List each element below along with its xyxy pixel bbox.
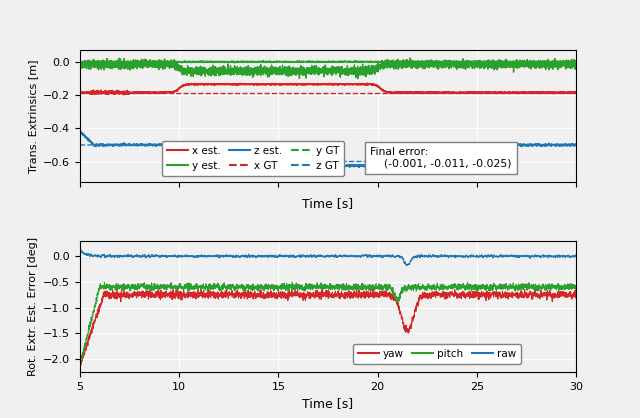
z est. (484, 143, 492, 148)
raw (266, 252, 273, 257)
y GT (548, 61, 556, 66)
y est. (399, 61, 406, 66)
yaw (374, 294, 381, 299)
y GT (76, 59, 84, 64)
raw (446, 254, 454, 259)
Line: y GT: y GT (80, 61, 576, 63)
z GT (484, 143, 492, 148)
yaw (77, 363, 84, 368)
z GT (266, 159, 273, 164)
Line: raw: raw (80, 250, 576, 265)
Legend: x est., y est., z est., x GT, y GT, z GT: x est., y est., z est., x GT, y GT, z GT (162, 141, 344, 176)
yaw (572, 293, 580, 298)
yaw (447, 291, 454, 296)
x est. (76, 90, 84, 95)
Legend: yaw, pitch, raw: yaw, pitch, raw (353, 344, 521, 364)
y est. (266, 69, 273, 74)
x est. (484, 89, 492, 94)
z est. (374, 159, 381, 164)
y est. (406, 56, 414, 61)
raw (572, 254, 580, 259)
Y-axis label: Rot. Extr. Est. Error [deg]: Rot. Extr. Est. Error [deg] (28, 237, 38, 376)
y est. (354, 76, 362, 81)
yaw (76, 363, 84, 368)
z est. (76, 128, 84, 133)
pitch (374, 285, 381, 291)
Line: yaw: yaw (80, 288, 576, 366)
pitch (399, 289, 406, 294)
Line: y est.: y est. (80, 58, 576, 79)
y GT (266, 59, 273, 64)
z GT (166, 143, 174, 148)
y est. (166, 62, 174, 67)
y GT (356, 58, 364, 63)
raw (404, 263, 412, 268)
y est. (76, 64, 84, 69)
x est. (447, 91, 454, 96)
pitch (447, 285, 454, 290)
y GT (374, 59, 381, 64)
Line: x est.: x est. (80, 83, 576, 95)
z GT (399, 143, 406, 148)
yaw (369, 286, 377, 291)
y GT (166, 59, 174, 64)
raw (399, 256, 406, 261)
raw (374, 255, 381, 260)
pitch (266, 283, 273, 288)
x GT (0, 90, 4, 95)
z GT (211, 159, 218, 164)
pitch (76, 360, 84, 365)
pitch (76, 362, 84, 367)
raw (484, 252, 492, 257)
pitch (166, 285, 174, 290)
y GT (484, 59, 492, 64)
x est. (266, 81, 273, 86)
y GT (446, 59, 454, 64)
x est. (104, 92, 112, 97)
Text: Final error:
    (-0.001, -0.011, -0.025): Final error: (-0.001, -0.011, -0.025) (370, 147, 511, 169)
pitch (484, 286, 492, 291)
raw (76, 247, 84, 252)
y est. (484, 60, 492, 65)
x est. (399, 90, 406, 95)
z GT (446, 143, 454, 148)
pitch (100, 280, 108, 285)
y est. (572, 66, 580, 71)
pitch (572, 284, 580, 289)
y est. (447, 61, 454, 66)
x est. (374, 84, 381, 89)
x est. (364, 81, 371, 86)
x est. (166, 89, 174, 94)
z GT (76, 143, 84, 148)
z GT (572, 143, 580, 148)
yaw (399, 320, 406, 325)
x est. (572, 90, 580, 95)
Line: pitch: pitch (80, 282, 576, 364)
Line: z est.: z est. (80, 131, 576, 167)
X-axis label: Time [s]: Time [s] (303, 197, 353, 210)
y GT (399, 59, 406, 64)
z est. (76, 129, 84, 134)
Line: z GT: z GT (80, 145, 576, 162)
yaw (484, 295, 492, 300)
raw (166, 253, 174, 258)
X-axis label: Time [s]: Time [s] (303, 397, 353, 410)
z est. (399, 142, 406, 147)
yaw (166, 295, 174, 300)
z est. (266, 162, 273, 167)
z est. (447, 142, 454, 147)
z est. (572, 142, 580, 147)
Y-axis label: Trans. Extrinsics [m]: Trans. Extrinsics [m] (28, 59, 38, 173)
z GT (374, 151, 381, 156)
y GT (572, 59, 580, 64)
z est. (355, 165, 363, 170)
z est. (166, 143, 174, 148)
yaw (266, 292, 273, 297)
y est. (374, 65, 381, 70)
